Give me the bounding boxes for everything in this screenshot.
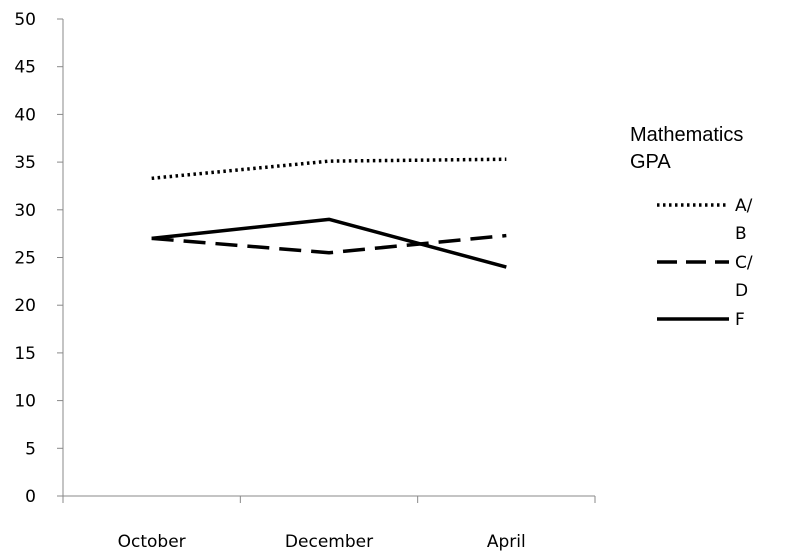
y-tick-label: 0 <box>25 487 36 507</box>
x-tick-label: December <box>285 532 373 552</box>
series-line-2 <box>151 233 507 255</box>
y-tick-label: 5 <box>25 439 36 459</box>
y-tick-label: 45 <box>14 58 36 78</box>
legend-label-1-line-2: B <box>735 224 747 244</box>
y-tick-label: 30 <box>14 201 36 221</box>
y-tick-label: 35 <box>14 153 36 173</box>
legend-title-line-1: Mathematics <box>630 124 743 146</box>
series-line-1 <box>151 157 507 181</box>
y-tick-label: 20 <box>14 296 36 316</box>
legend-label-2-line-1: C/ <box>735 253 753 273</box>
legend-title-line-2: GPA <box>630 151 671 173</box>
legend-label-1-line-1: A/ <box>735 196 753 216</box>
axes: 0 5 10 15 20 25 30 35 40 45 50 October December April <box>14 10 596 552</box>
y-tick-label: 15 <box>14 344 36 364</box>
legend: Mathematics GPA A/B C/DF <box>630 124 753 330</box>
y-tick-label: 50 <box>14 10 36 30</box>
series-lines <box>151 157 507 269</box>
legend-label-2-line-2: D <box>735 281 748 301</box>
y-tick-label: 10 <box>14 392 36 412</box>
series-line-3 <box>151 217 507 269</box>
x-tick-label: April <box>487 532 526 552</box>
y-tick-label: 25 <box>14 249 36 269</box>
legend-label-3-line-1: F <box>735 310 745 330</box>
x-tick-label: October <box>118 532 186 552</box>
y-tick-label: 40 <box>14 105 36 125</box>
